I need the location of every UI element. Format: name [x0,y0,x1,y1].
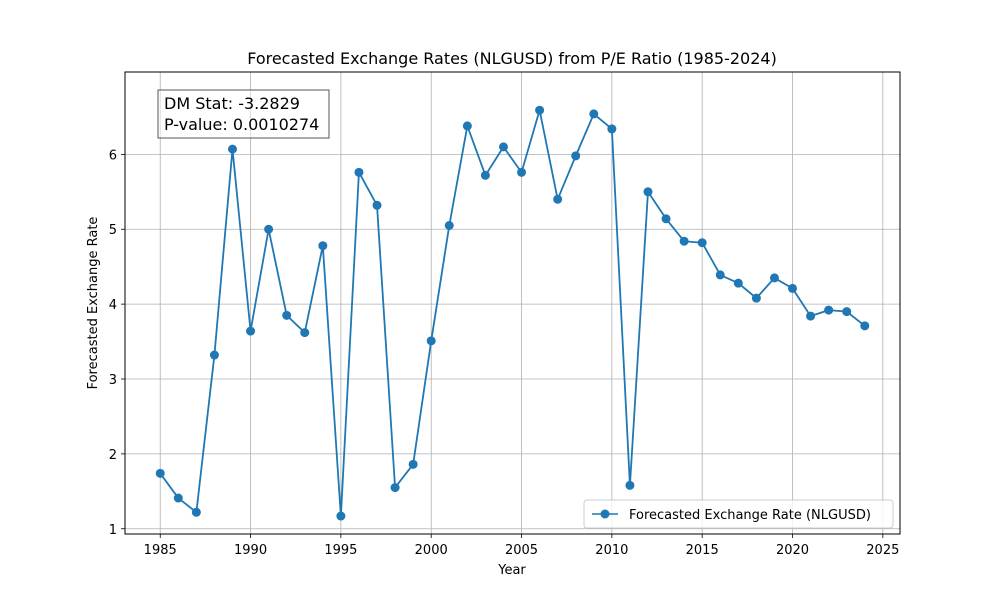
y-tick-label: 2 [109,448,117,463]
data-point [571,151,581,161]
legend-label: Forecasted Exchange Rate (NLGUSD) [629,508,871,523]
data-point [498,142,508,152]
data-point [390,483,400,493]
data-point [318,241,328,251]
x-tick-label: 1985 [144,543,177,558]
data-point [282,310,292,320]
y-tick-label: 6 [109,148,117,163]
y-tick-label: 3 [109,373,117,388]
x-tick-label: 1995 [324,543,357,558]
series-layer [155,105,870,521]
x-tick-label: 2005 [505,543,538,558]
y-axis-title: Forecasted Exchange Rate [86,217,101,390]
data-point [806,311,816,321]
x-tick-label: 1990 [234,543,267,558]
data-point [336,511,346,521]
data-point [408,459,418,469]
data-point [480,170,490,180]
plot-frame [124,71,901,535]
x-tick-label: 2015 [686,543,719,558]
series-line [159,109,866,517]
data-point [246,326,256,336]
data-point [173,493,183,503]
data-point [444,221,454,231]
data-point [517,167,527,177]
data-point [679,236,689,246]
stats-annotation: DM Stat: -3.2829 P-value: 0.0010274 [157,89,330,139]
annotation-box [157,89,330,139]
data-point [824,305,834,315]
data-point [860,321,870,331]
legend: Forecasted Exchange Rate (NLGUSD) [583,499,894,529]
data-point [715,270,725,280]
data-point [227,144,237,154]
y-tick-label: 1 [109,523,117,538]
ticks: 1985 1990 1995 2000 2005 2010 2015 2020 2025 1 2 3 4… [109,148,900,558]
annotation-p-value: P-value: 0.0010274 [164,115,319,134]
x-tick-label: 2025 [866,543,899,558]
data-point [426,336,436,346]
grid [125,72,900,534]
data-point [751,293,761,303]
data-point [842,307,852,317]
annotation-dm-stat: DM Stat: -3.2829 [164,94,300,113]
data-point [788,283,798,293]
data-point [589,109,599,119]
data-point [643,187,653,197]
data-point [462,121,472,131]
x-axis-title: Year [497,563,526,578]
data-point [191,507,201,517]
data-point [300,328,310,338]
data-point [661,214,671,224]
data-point [553,194,563,204]
x-tick-label: 2000 [415,543,448,558]
y-tick-label: 4 [109,298,117,313]
data-point [209,350,219,360]
x-tick-label: 2020 [776,543,809,558]
x-tick-label: 2010 [595,543,628,558]
data-point [769,273,779,283]
data-point [264,224,274,234]
legend-box [583,499,894,529]
data-point [733,278,743,288]
chart-title: Forecasted Exchange Rates (NLGUSD) from … [247,49,777,68]
data-point [697,238,707,248]
data-point [607,124,617,134]
data-point [535,105,545,115]
data-point [155,468,165,478]
legend-marker-swatch [600,509,610,519]
data-point [372,200,382,210]
data-point [354,167,364,177]
y-tick-label: 5 [109,223,117,238]
data-point [625,480,635,490]
